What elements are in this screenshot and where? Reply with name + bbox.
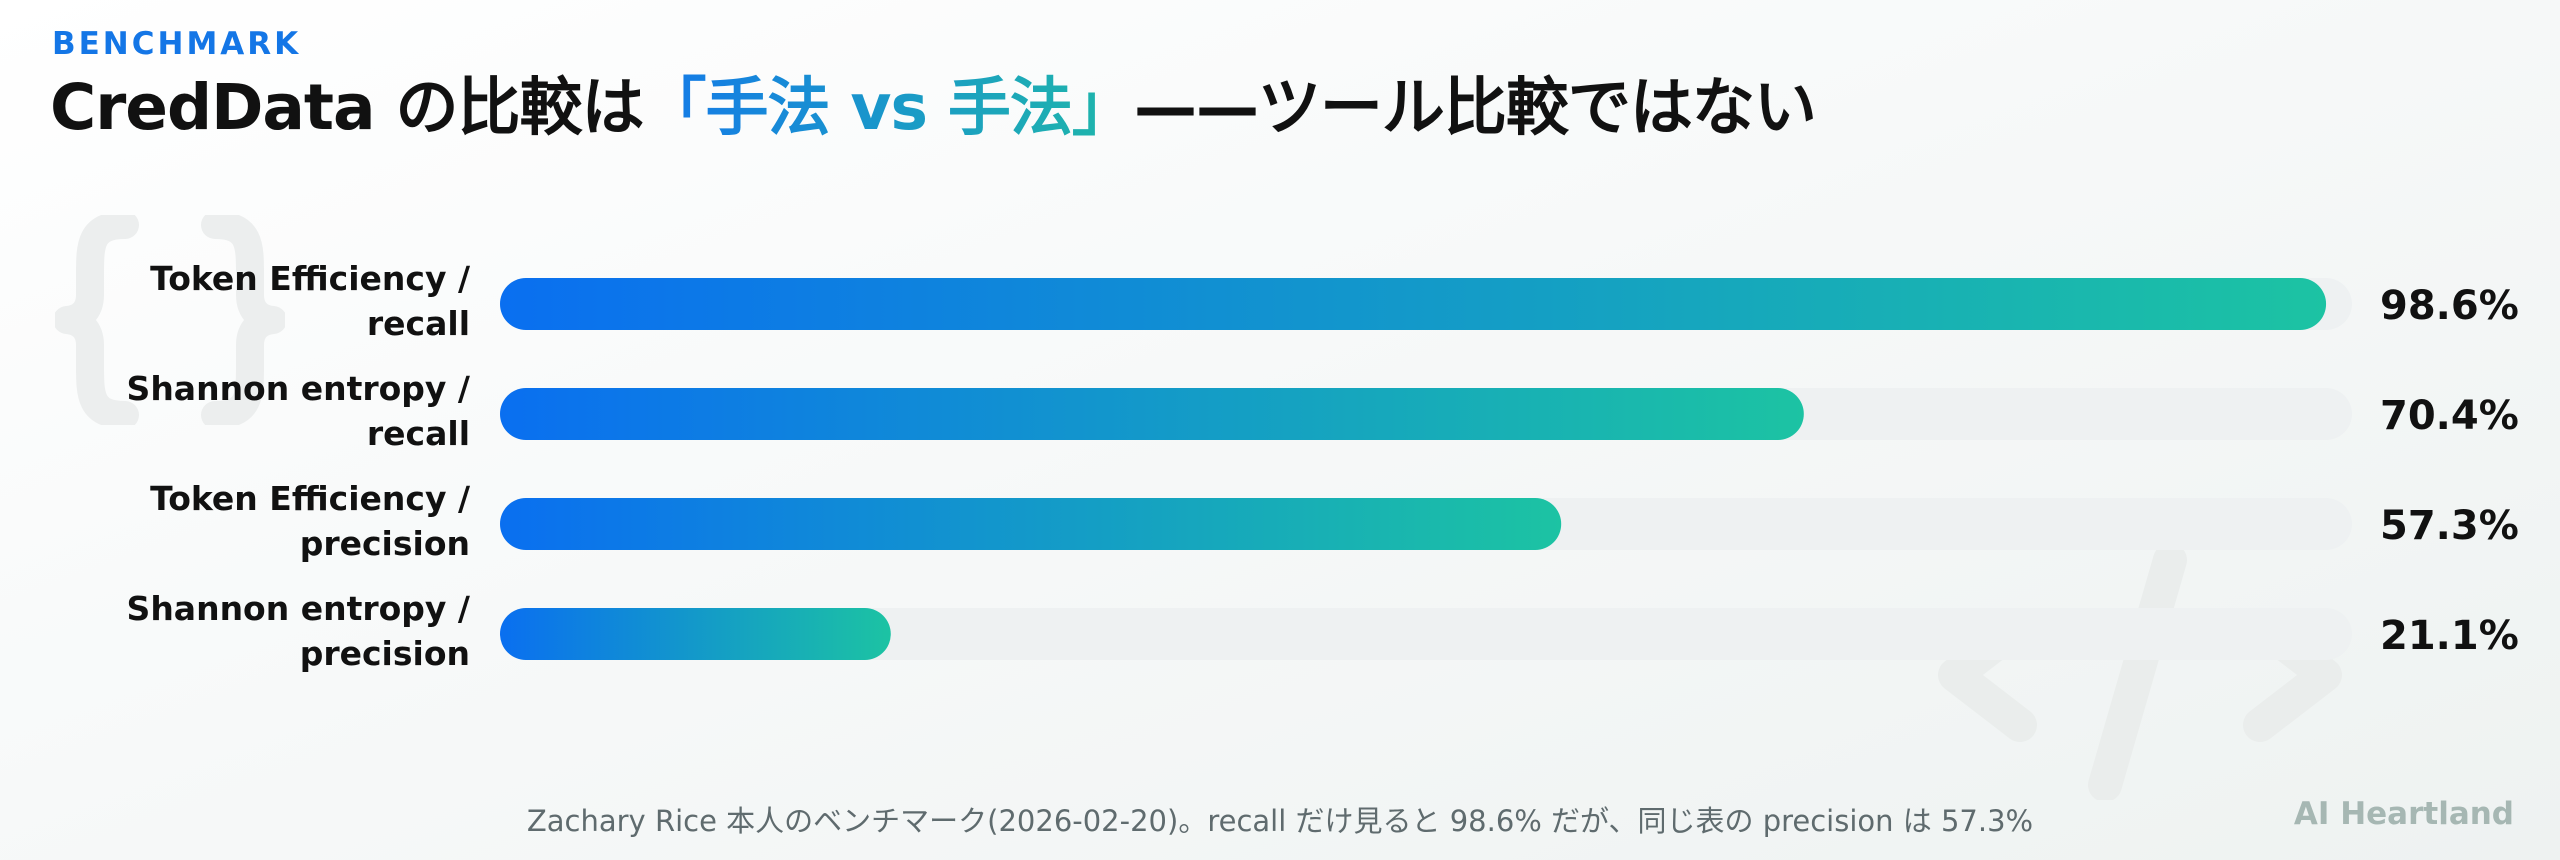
bar — [500, 498, 1562, 550]
category-label: Shannon entropy / recall — [127, 369, 471, 453]
value-label: 98.6% — [2380, 283, 2519, 329]
eyebrow-label: BENCHMARK — [52, 26, 302, 62]
bar-track — [500, 608, 2352, 660]
bar — [500, 388, 1804, 440]
bar-chart: Token Efficiency / recall 98.6% Shannon ent… — [127, 259, 2519, 673]
page-title: CredData の比較は「手法 vs 手法」——ツール比較ではない — [50, 64, 1817, 152]
footnote: Zachary Rice 本人のベンチマーク(2026-02-20)。recal… — [526, 804, 2034, 838]
category-label: Token Efficiency / recall — [150, 259, 471, 343]
category-label: Token Efficiency / precision — [150, 479, 471, 563]
value-label: 21.1% — [2380, 613, 2519, 659]
brand-logo-text: AI Heartland — [2293, 796, 2514, 832]
title-prefix: CredData の比較は — [50, 71, 644, 144]
title-accent: 「手法 vs 手法」 — [643, 71, 1135, 144]
value-label: 57.3% — [2380, 503, 2519, 549]
bar — [500, 278, 2327, 330]
bar — [500, 608, 891, 660]
title-suffix: ——ツール比較ではない — [1133, 71, 1817, 144]
category-label: Shannon entropy / precision — [127, 589, 471, 673]
value-label: 70.4% — [2380, 393, 2519, 439]
